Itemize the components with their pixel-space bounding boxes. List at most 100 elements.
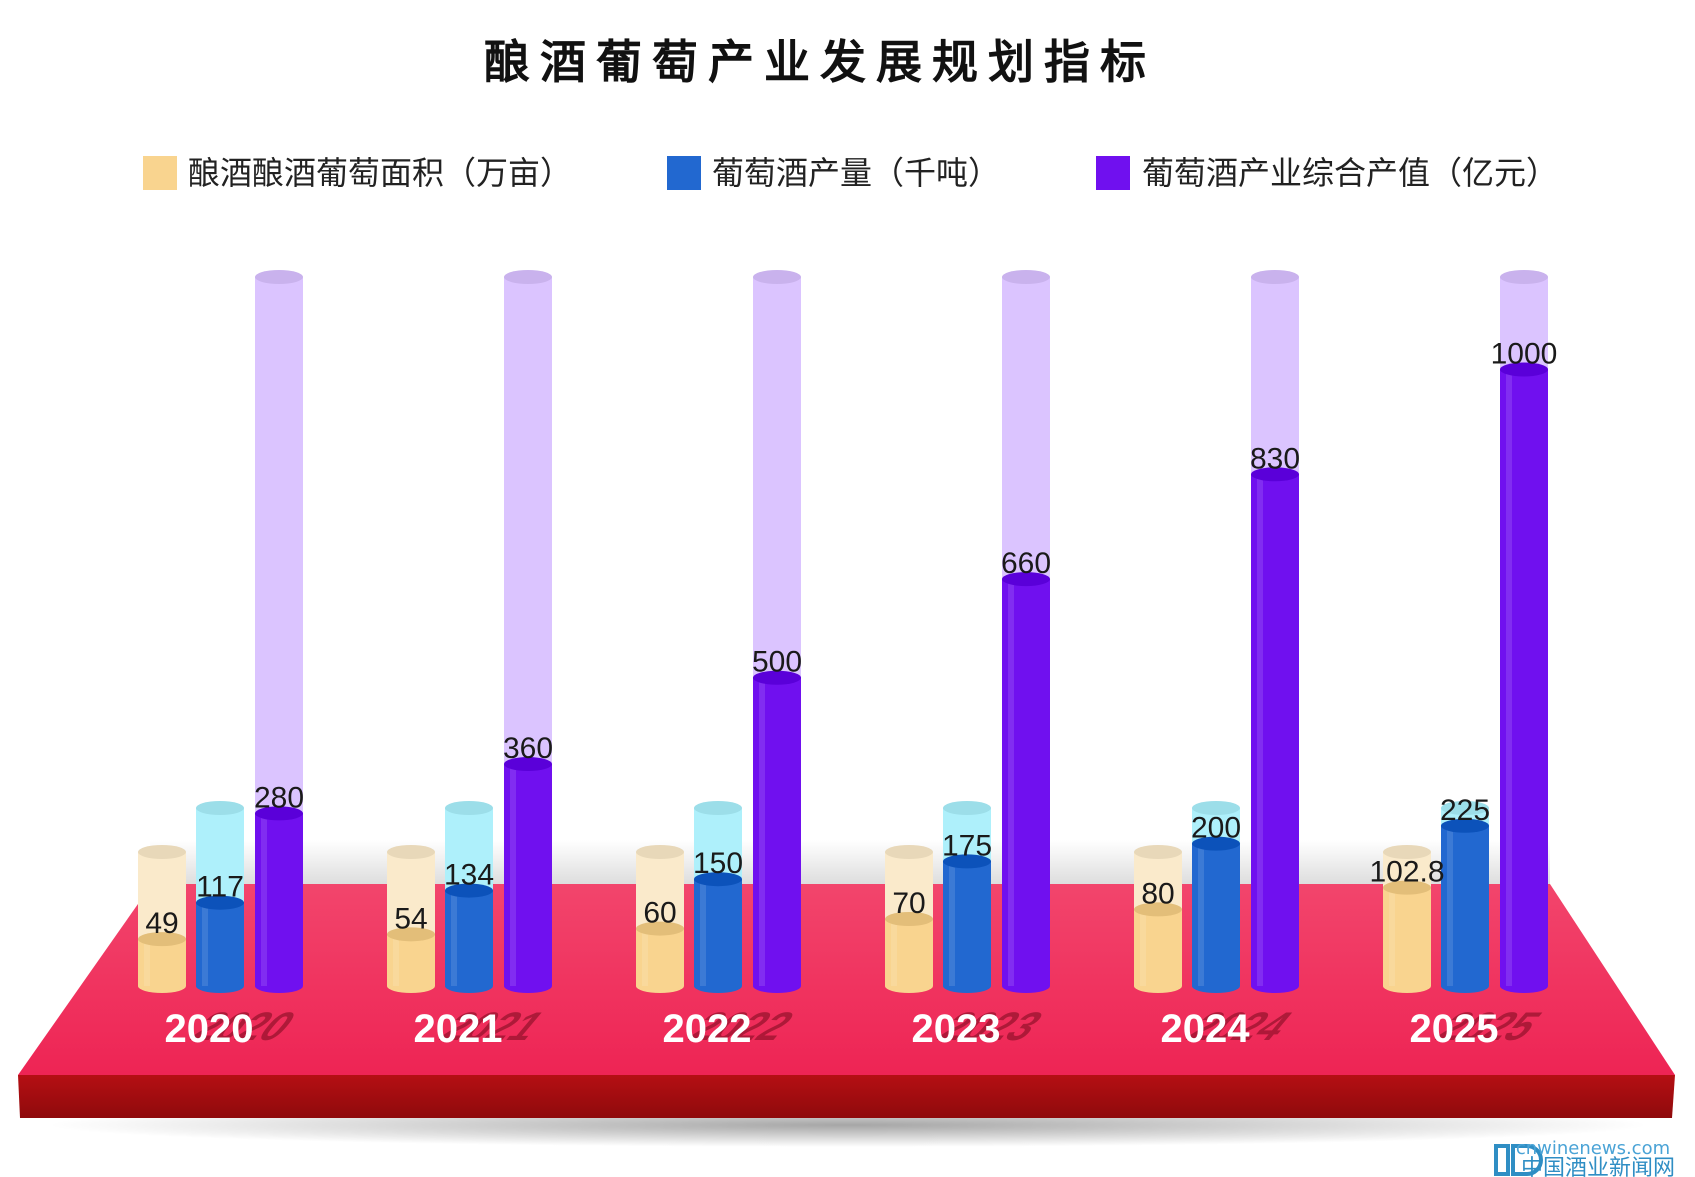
bar-fill — [504, 764, 552, 986]
bar-fill — [1192, 843, 1240, 986]
bar-track-cap — [1134, 845, 1182, 859]
bar-fill-cap — [885, 912, 933, 926]
bar-fill-cap — [1002, 572, 1050, 587]
bar-track-cap — [445, 801, 493, 815]
bar-2022-series-2 — [753, 270, 801, 993]
bar-fill-cap — [1500, 362, 1548, 377]
bar-track-cap — [943, 801, 991, 815]
value-label-2022-series-2: 500 — [752, 646, 802, 679]
platform-front-edge — [18, 1075, 1675, 1118]
bar-track-cap — [1002, 270, 1050, 284]
bar-track-cap — [196, 801, 244, 815]
bar-2024-series-2 — [1251, 270, 1299, 993]
legend-swatch-area — [143, 156, 177, 190]
bar-fill-cap — [196, 895, 244, 910]
watermark-domain: cnwinenews.com — [1516, 1138, 1670, 1159]
bar-fill — [255, 813, 303, 986]
bars-layer — [138, 270, 1548, 993]
bar-track-cap — [753, 270, 801, 284]
bar-fill-cap — [636, 921, 684, 936]
legend-swatch-output — [667, 156, 701, 190]
bar-fill-cap — [753, 670, 801, 685]
bar-fill — [1251, 474, 1299, 986]
chart-title: 酿酒葡萄产业发展规划指标 — [484, 35, 1156, 89]
year-label-2024: 2024 — [1161, 1007, 1251, 1051]
bar-highlight — [144, 939, 150, 986]
bar-fill-cap — [387, 927, 435, 942]
bar-highlight — [1389, 887, 1395, 986]
bar-2021-series-2 — [504, 270, 552, 993]
value-label-2021-series-1: 134 — [444, 859, 494, 892]
bar-fill — [636, 928, 684, 986]
bar-fill-cap — [1192, 836, 1240, 851]
value-label-2021-series-2: 360 — [503, 732, 553, 765]
chart-legend: 酿酒酿酒葡萄面积（万亩） 葡萄酒产量（千吨） 葡萄酒产业综合产值（亿元） — [143, 154, 1558, 192]
bar-fill — [138, 939, 186, 986]
bar-fill — [885, 919, 933, 986]
bar-track-cap — [387, 845, 435, 859]
bar-2023-series-1 — [943, 801, 991, 993]
bar-highlight — [759, 677, 765, 986]
bar-fill — [694, 879, 742, 986]
year-label-2021: 2021 — [414, 1007, 503, 1051]
watermark-site-name: 中国酒业新闻网 — [1521, 1156, 1675, 1177]
bar-fill — [1383, 887, 1431, 986]
bar-fill — [1441, 825, 1489, 986]
bar-2025-series-2 — [1500, 270, 1548, 993]
bar-2023-series-2 — [1002, 270, 1050, 993]
bar-2020-series-0 — [138, 845, 186, 993]
legend-label-value: 葡萄酒产业综合产值（亿元） — [1142, 154, 1558, 192]
bar-fill-cap — [1251, 467, 1299, 482]
bar-fill-cap — [1441, 818, 1489, 833]
bar-fill — [1500, 369, 1548, 986]
value-label-2023-series-2: 660 — [1001, 547, 1051, 580]
year-label-2022: 2022 — [663, 1007, 752, 1051]
bar-fill — [387, 934, 435, 986]
bar-fill — [1134, 909, 1182, 986]
bar-fill — [753, 677, 801, 986]
bar-highlight — [1140, 909, 1146, 986]
bar-fill — [943, 861, 991, 986]
value-labels-layer: 49 117 280 54 134 360 60 150 500 70 175 660 80 200 830… — [145, 337, 1557, 940]
bar-2021-series-0 — [387, 845, 435, 993]
bar-2022-series-1 — [694, 801, 742, 993]
bar-track-cap — [504, 270, 552, 284]
value-label-2020-series-2: 280 — [254, 781, 304, 814]
bar-2025-series-1 — [1441, 801, 1489, 993]
value-label-2020-series-0: 49 — [145, 907, 178, 940]
bar-2024-series-1 — [1192, 801, 1240, 993]
bar-track-cap — [885, 845, 933, 859]
bar-2021-series-1 — [445, 801, 493, 993]
bar-highlight — [949, 861, 955, 986]
bar-fill-cap — [694, 872, 742, 887]
value-label-2025-series-1: 225 — [1440, 794, 1490, 827]
legend-swatch-value — [1096, 156, 1130, 190]
bar-fill-cap — [255, 806, 303, 821]
bar-fill — [1002, 579, 1050, 986]
bar-fill-cap — [1134, 902, 1182, 917]
bar-track-cap — [1500, 270, 1548, 284]
bar-2025-series-0 — [1383, 845, 1431, 993]
bar-highlight — [510, 764, 516, 986]
watermark: cnwinenews.com 中国酒业新闻网 — [1494, 1138, 1675, 1177]
value-label-2023-series-0: 70 — [892, 887, 925, 920]
bar-highlight — [1257, 474, 1263, 986]
value-label-2022-series-1: 150 — [693, 847, 743, 880]
bar-fill — [445, 890, 493, 986]
bar-track-cap — [1383, 845, 1431, 859]
bar-2020-series-1 — [196, 801, 244, 993]
value-label-2025-series-2: 1000 — [1491, 337, 1558, 370]
bar-track-cap — [138, 845, 186, 859]
value-label-2021-series-0: 54 — [394, 902, 427, 935]
bar-highlight — [700, 879, 706, 986]
year-label-2025: 2025 — [1410, 1007, 1499, 1051]
watermark-logo-icon — [1494, 1144, 1543, 1176]
bar-highlight — [642, 928, 648, 986]
bar-highlight — [1198, 843, 1204, 986]
bar-fill-cap — [1383, 880, 1431, 895]
bar-highlight — [261, 813, 267, 986]
bar-track-cap — [636, 845, 684, 859]
bar-fill-cap — [138, 932, 186, 947]
